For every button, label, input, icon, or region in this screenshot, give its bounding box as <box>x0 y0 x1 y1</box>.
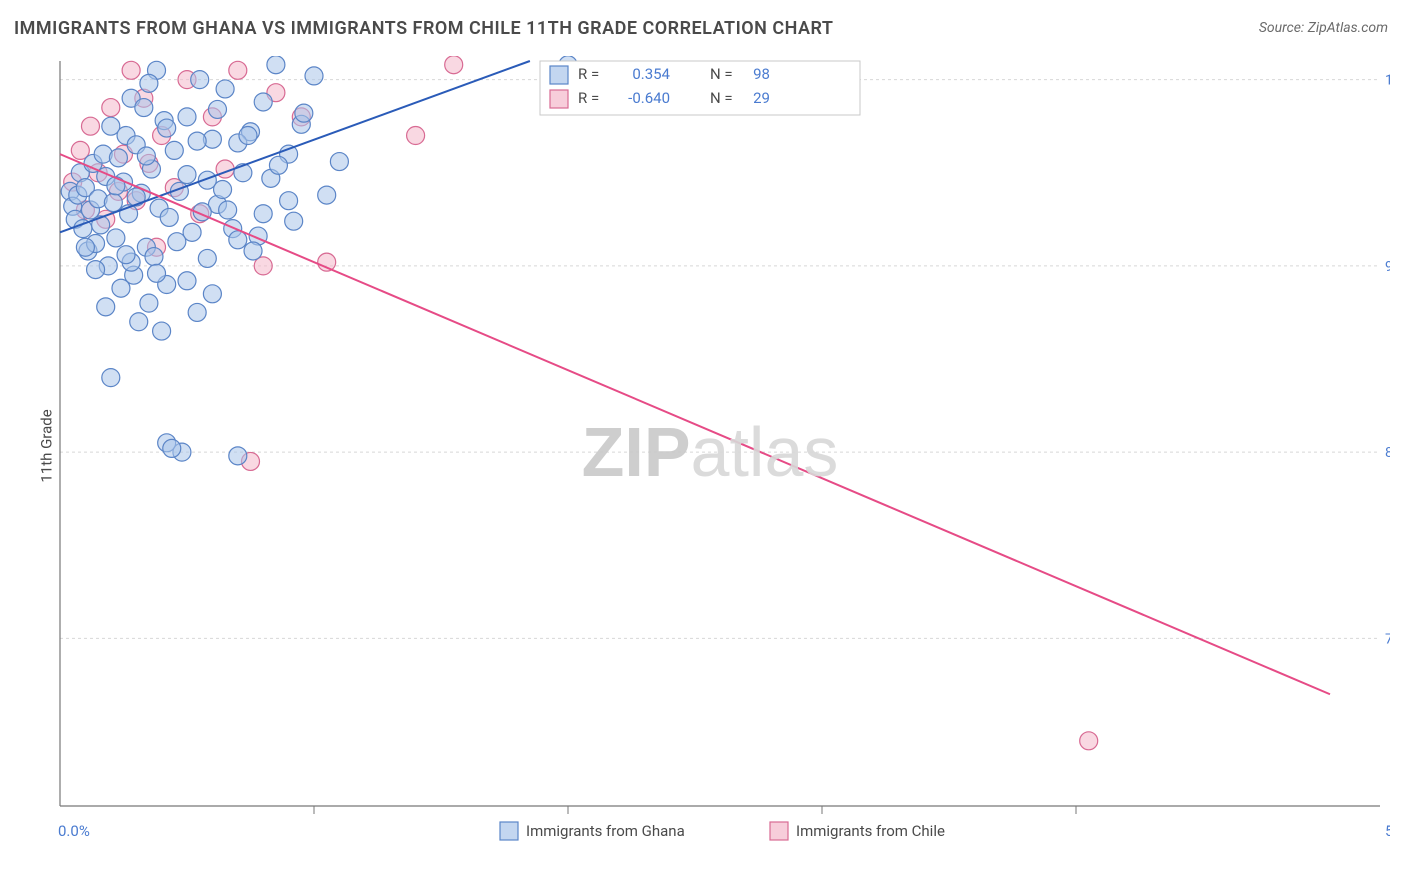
svg-text:50.0%: 50.0% <box>1385 822 1390 840</box>
svg-text:-0.640: -0.640 <box>628 89 670 107</box>
svg-text:70.0%: 70.0% <box>1385 631 1390 647</box>
svg-text:0.354: 0.354 <box>632 65 670 83</box>
svg-text:29: 29 <box>753 89 770 107</box>
y-tick-labels: 70.0% 80.0% 90.0% 100.0% <box>1385 73 1390 648</box>
svg-text:N =: N = <box>710 89 733 107</box>
chart-area: ZIPatlas R = 0.354 N = 98 R = -0.640 N = 29 70.… <box>50 56 1390 846</box>
svg-text:0.0%: 0.0% <box>58 822 90 840</box>
svg-text:90.0%: 90.0% <box>1385 259 1390 275</box>
svg-text:98: 98 <box>753 65 770 83</box>
x-tick-labels: 0.0% 50.0% <box>58 822 1390 840</box>
svg-text:Immigrants from Ghana: Immigrants from Ghana <box>526 822 685 840</box>
legend-stats: R = 0.354 N = 98 R = -0.640 N = 29 <box>540 61 860 115</box>
trend-lines <box>60 61 1330 694</box>
svg-text:N =: N = <box>710 65 733 83</box>
watermark: ZIPatlas <box>582 413 839 491</box>
series-chile-points <box>64 56 1098 750</box>
svg-text:R =: R = <box>578 65 599 83</box>
svg-text:R =: R = <box>578 89 599 107</box>
svg-text:100.0%: 100.0% <box>1385 73 1390 89</box>
source-attribution: Source: ZipAtlas.com <box>1259 20 1388 36</box>
svg-text:80.0%: 80.0% <box>1385 445 1390 461</box>
gridlines <box>60 80 1380 639</box>
chart-title: IMMIGRANTS FROM GHANA VS IMMIGRANTS FROM… <box>14 18 833 39</box>
svg-text:Immigrants from Chile: Immigrants from Chile <box>796 822 945 840</box>
svg-text:ZIPatlas: ZIPatlas <box>582 413 839 491</box>
scatter-plot-svg: ZIPatlas R = 0.354 N = 98 R = -0.640 N = 29 70.… <box>50 56 1390 846</box>
bottom-legend: Immigrants from Ghana Immigrants from Chi… <box>500 822 945 840</box>
